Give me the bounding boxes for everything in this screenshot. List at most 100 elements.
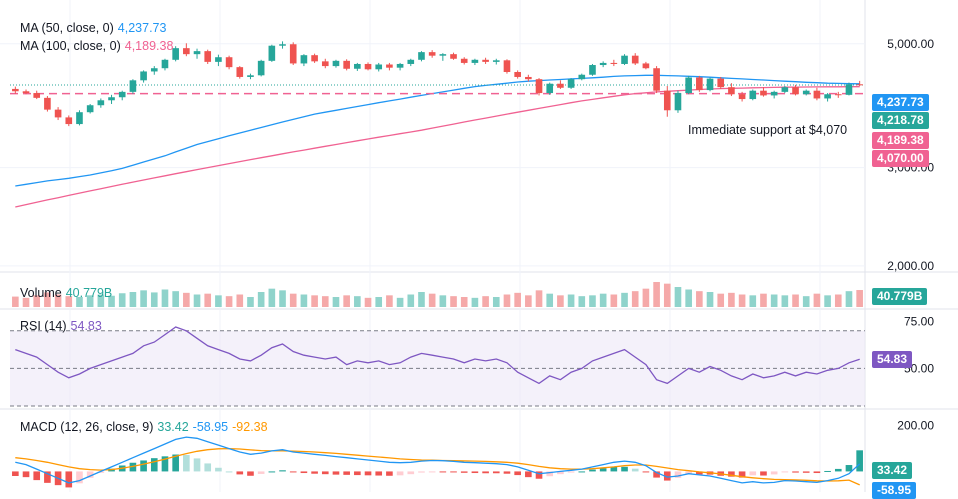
macd-histogram-bar xyxy=(172,454,179,472)
volume-bar xyxy=(22,297,30,307)
candle-body xyxy=(439,54,447,56)
volume-bar xyxy=(813,293,821,307)
macd-pane[interactable] xyxy=(12,436,863,488)
volume-bar xyxy=(578,296,586,307)
candle-body xyxy=(225,57,233,68)
price-tick-label: 2,000.00 xyxy=(887,259,934,273)
candle-body xyxy=(279,44,286,46)
candle-body xyxy=(343,60,350,69)
candle-body xyxy=(12,88,19,92)
price-pane[interactable] xyxy=(10,41,865,208)
candle-body xyxy=(428,52,436,56)
volume-bar xyxy=(653,282,660,307)
candle-body xyxy=(856,84,863,86)
volume-bar xyxy=(599,293,607,307)
volume-bar xyxy=(567,294,575,307)
macd-histogram-bar xyxy=(375,471,383,476)
candle-body xyxy=(396,63,404,68)
volume-label: Volume xyxy=(20,286,62,300)
volume-bar xyxy=(685,289,692,307)
candle-body xyxy=(54,109,62,118)
candle-body xyxy=(386,64,393,68)
macd-value: 33.42 xyxy=(157,420,189,434)
volume-bar xyxy=(236,294,244,307)
candle-body xyxy=(76,112,83,125)
macd-histogram-bar xyxy=(321,471,329,475)
macd-histogram-bar xyxy=(824,470,831,472)
volume-value: 40.779B xyxy=(65,286,113,300)
macd-histogram-bar xyxy=(845,465,853,472)
volume-bar xyxy=(76,297,83,307)
candle-body xyxy=(161,59,169,69)
support-price-tag: 4,070.00 xyxy=(872,150,929,167)
volume-bar xyxy=(631,291,639,307)
volume-bar xyxy=(279,290,286,307)
volume-bar xyxy=(204,293,212,307)
macd-histogram-bar xyxy=(279,470,286,472)
volume-bar xyxy=(514,292,521,307)
volume-bar xyxy=(717,293,725,307)
macd-histogram-bar xyxy=(813,471,821,474)
macd-histogram-bar xyxy=(599,468,607,472)
candle-body xyxy=(567,79,575,88)
volume-bar xyxy=(54,294,62,307)
volume-bar xyxy=(257,292,265,307)
macd-tick-label: 200.00 xyxy=(897,419,934,433)
volume-bar xyxy=(503,294,511,307)
volume-bar xyxy=(439,295,447,307)
volume-bar xyxy=(792,294,799,307)
volume-bar xyxy=(386,295,393,307)
ma50-value: 4,237.73 xyxy=(117,21,167,35)
macd-histogram-bar xyxy=(33,471,41,481)
macd-line xyxy=(15,436,861,484)
volume-bar xyxy=(610,294,618,307)
macd-histogram-bar xyxy=(396,471,404,476)
volume-bar xyxy=(749,295,757,307)
macd-histogram-bar xyxy=(802,471,810,473)
candle-body xyxy=(375,64,383,70)
macd-histogram-bar xyxy=(354,471,361,476)
candle-body xyxy=(33,93,41,98)
volume-bar xyxy=(802,296,810,307)
macd-histogram-bar xyxy=(268,471,276,473)
volume-bar xyxy=(172,291,179,307)
macd-histogram-bar xyxy=(76,471,83,484)
candle-body xyxy=(332,60,340,67)
volume-bar xyxy=(44,292,51,307)
macd-histogram-bar xyxy=(471,471,479,474)
rsi-tick-label: 75.00 xyxy=(904,314,934,328)
ma100-line xyxy=(15,86,860,208)
volume-bar xyxy=(289,293,297,307)
macd-signal-tag: -58.95 xyxy=(872,482,917,499)
macd-histogram-bar xyxy=(621,466,628,472)
candle-body xyxy=(599,62,607,66)
candle-body xyxy=(621,55,628,64)
current-price-tag: 4,218.78 xyxy=(872,112,929,129)
volume-bar xyxy=(321,296,329,307)
volume-pane[interactable] xyxy=(12,282,863,307)
candle-body xyxy=(44,97,51,110)
candle-body xyxy=(65,117,73,125)
macd-histogram-bar xyxy=(386,471,393,476)
macd-histogram-bar xyxy=(525,471,532,478)
volume-bar xyxy=(332,297,340,307)
rsi-pane[interactable] xyxy=(10,326,865,407)
volume-bar xyxy=(760,293,767,307)
candle-body xyxy=(760,90,767,96)
candle-body xyxy=(108,97,115,101)
legend-ma50: MA (50, close, 0) 4,237.73 xyxy=(20,20,170,36)
macd-tag: 33.42 xyxy=(872,462,913,479)
ma50-price-tag: 4,237.73 xyxy=(872,94,929,111)
macd-histogram-bar xyxy=(567,471,575,473)
macd-histogram-bar xyxy=(535,471,543,479)
macd-histogram-bar xyxy=(204,463,212,472)
candle-body xyxy=(674,93,682,111)
volume-bar xyxy=(418,292,425,307)
volume-bar xyxy=(696,291,703,307)
candle-body xyxy=(215,57,222,62)
candle-body xyxy=(824,94,831,99)
macd-histogram-bar xyxy=(364,471,372,476)
volume-bar xyxy=(642,288,650,307)
